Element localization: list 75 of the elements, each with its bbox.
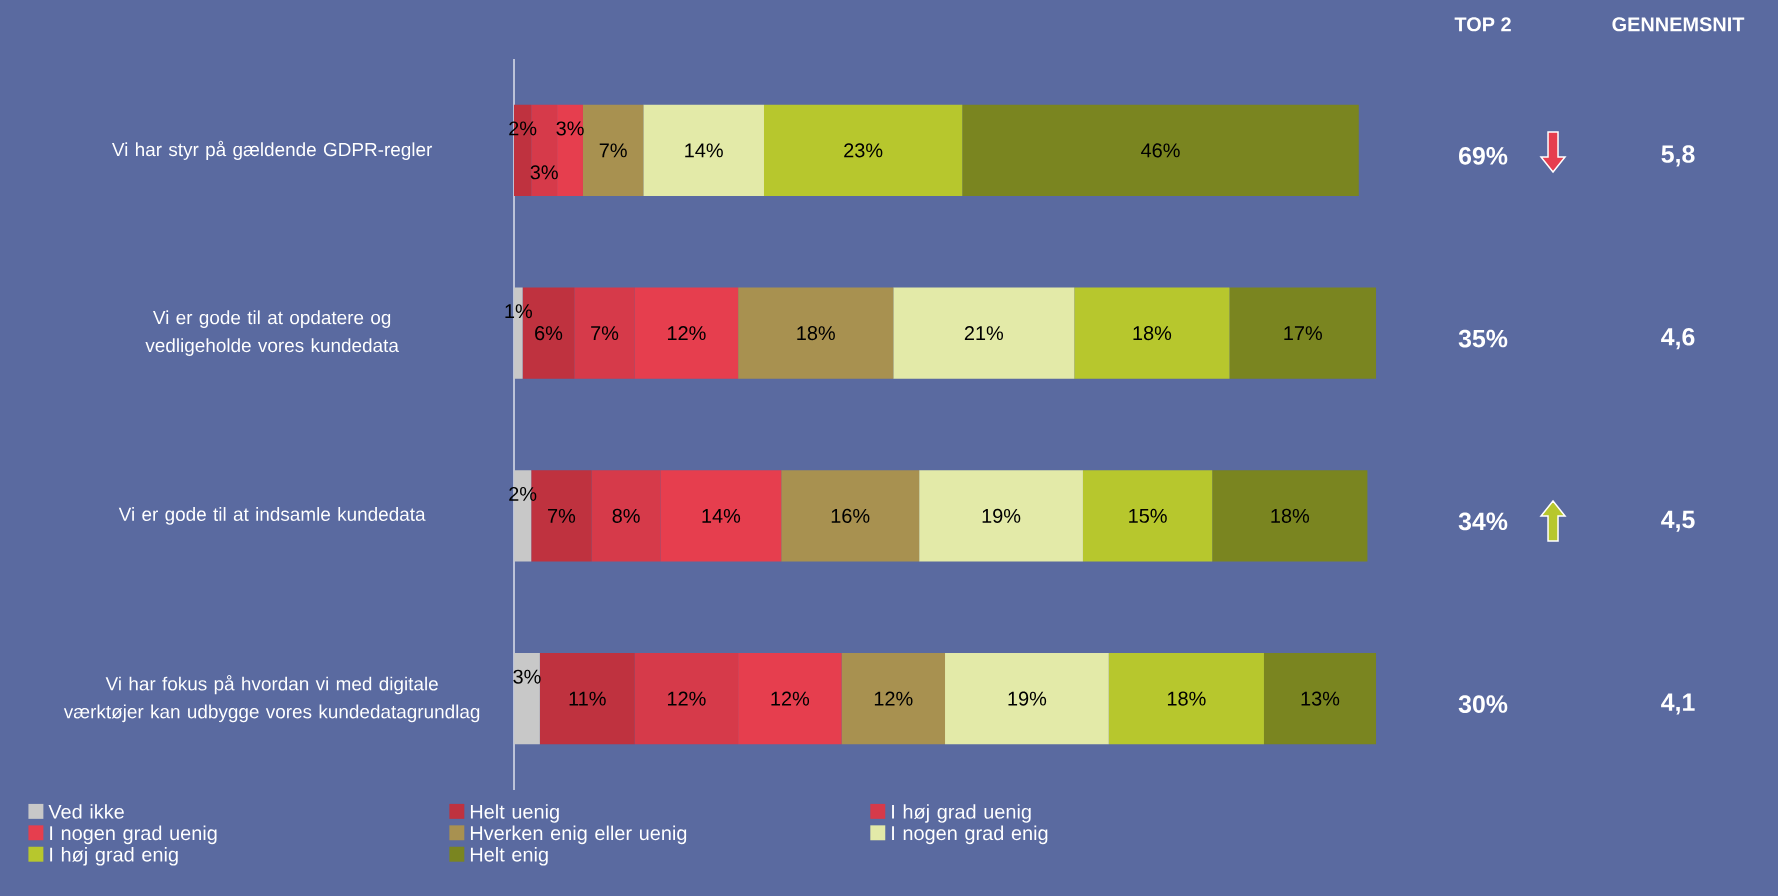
data-label: 12% [874,691,913,706]
data-label: 14% [702,508,741,523]
bar [1082,470,1213,562]
text: 4,5 [1661,510,1695,532]
bar [574,287,635,379]
y-tick-label: Vi har fokus på hvordan vi med digitale værktøjer kan udbygge vores kundedatagrundlag [63,675,480,723]
data-label: 11% [569,691,606,706]
data-label: 18% [1271,508,1310,523]
legend-label: I høj grad uenig [892,804,1031,823]
bar [634,287,739,379]
bar [945,652,1109,745]
bar [1212,470,1368,562]
bar [738,287,894,379]
text: TOP 2 [1454,17,1511,32]
data-label: 13% [1301,691,1340,706]
bar [893,287,1075,379]
data-label: 3% [556,121,584,136]
legend-label: I høj grad enig [50,847,178,866]
y-tick-label: Vi er gode til at indsamle kundedata [118,507,426,525]
data-label: 7% [591,326,619,341]
bar [557,104,583,197]
bar [591,470,661,562]
data-label: 18% [1133,326,1172,341]
bar [738,652,842,745]
data-label: 16% [831,508,870,523]
data-label: 12% [667,691,706,706]
bar [1074,287,1230,379]
data-label: 6% [535,326,563,341]
data-label: 7% [599,143,627,158]
data-label: 19% [982,508,1021,523]
bar [962,104,1359,197]
legend-label: Ved ikke [48,804,124,819]
data-label: 12% [667,326,706,341]
data-label: 46% [1141,143,1180,158]
legend-label: Hverken enig eller uenig [470,825,687,845]
bar [841,652,946,745]
data-label: 3% [530,165,558,180]
legend-label: I nogen grad enig [892,825,1048,845]
data-label: 18% [797,326,835,341]
data-label: 1% [505,304,532,319]
data-label: 12% [771,691,810,706]
bar [643,104,764,197]
text: 30% [1458,695,1508,713]
legend-label: Helt uenig [470,804,559,823]
y-tick-label: Vi er gode til at opdatere og vedligeholde vores kundedata [145,310,399,356]
bar [582,104,644,197]
text: 35% [1458,329,1508,348]
data-label: 19% [1008,691,1047,706]
data-label: 18% [1167,691,1206,706]
data-label: 17% [1284,326,1322,341]
bar [763,104,963,197]
data-label: 14% [685,143,723,158]
bar [1108,652,1264,745]
data-label: 7% [548,508,576,523]
bar [514,652,540,745]
text: 5,8 [1661,145,1695,167]
text: 4,6 [1661,327,1695,350]
text: 69% [1459,147,1508,165]
bar [1229,287,1377,379]
bar [539,652,635,745]
data-label: 15% [1129,508,1167,523]
data-label: 8% [612,508,640,523]
text: 34% [1458,512,1508,531]
legend-label: Helt enig [470,847,548,866]
bar [634,652,739,745]
y-tick-label: Vi har styr på gældende GDPR-regler [111,140,433,160]
bar [660,470,782,562]
bar [919,470,1083,562]
data-label: 21% [964,326,1004,341]
text: GENNEMSNIT [1612,17,1745,32]
bar [781,470,920,562]
legend-label: I nogen grad uenig [50,825,217,845]
text: 4,1 [1661,693,1695,715]
data-label: 23% [844,143,883,158]
bar [1263,652,1377,745]
